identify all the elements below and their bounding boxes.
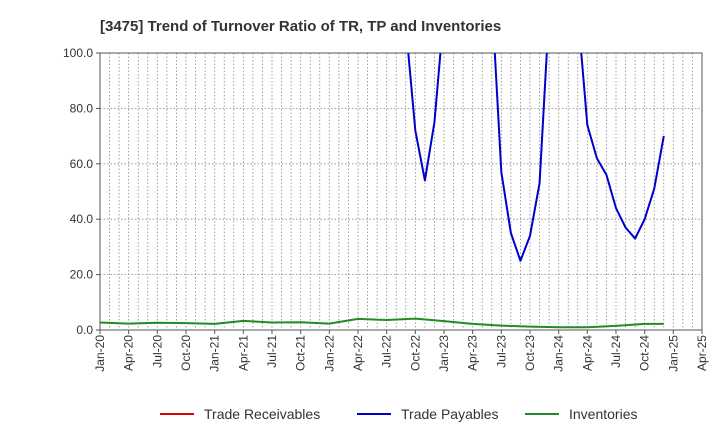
- x-tick-label: Jul-22: [380, 335, 394, 368]
- x-tick-label: Apr-21: [236, 335, 250, 371]
- legend-label: Trade Receivables: [204, 406, 320, 422]
- y-tick-label: 100.0: [63, 46, 93, 60]
- x-tick-label: Jan-25: [666, 335, 680, 372]
- plot-frame: [99, 52, 703, 331]
- y-tick-label: 60.0: [70, 157, 94, 171]
- y-tick-label: 0.0: [76, 323, 93, 337]
- legend-label: Inventories: [569, 406, 637, 422]
- legend-item-inventories: Inventories: [525, 406, 637, 422]
- x-tick-label: Oct-21: [294, 335, 308, 371]
- x-tick-label: Oct-24: [638, 335, 652, 371]
- x-tick-label: Apr-22: [351, 335, 365, 371]
- x-tick-label: Jan-20: [93, 335, 107, 372]
- x-tick-label: Jul-24: [609, 335, 623, 368]
- y-tick-label: 40.0: [70, 212, 94, 226]
- series-line-trade-payables: [407, 53, 665, 262]
- x-tick-label: Jul-21: [265, 335, 279, 368]
- x-tick-label: Jan-24: [552, 335, 566, 372]
- x-tick-label: Jan-22: [322, 335, 336, 372]
- x-tick-label: Jul-23: [494, 335, 508, 368]
- grid-layer: [100, 53, 702, 330]
- x-tick-label: Oct-20: [179, 335, 193, 371]
- axis-layer: 0.0 20.0 40.0 60.0 80.0 100.0 Jan-20 Apr-20 Jul-…: [63, 46, 709, 372]
- legend-item-trade-receivables: Trade Receivables: [160, 406, 320, 422]
- y-tick-label: 80.0: [70, 101, 94, 115]
- x-tick-label: Apr-25: [695, 335, 709, 371]
- x-tick-label: Jan-23: [437, 335, 451, 372]
- x-tick-label: Oct-22: [408, 335, 422, 371]
- y-tick-label: 20.0: [70, 268, 94, 282]
- x-tick-label: Apr-24: [580, 335, 594, 371]
- x-tick-label: Apr-20: [122, 335, 136, 371]
- series-line-inventories: [100, 317, 664, 329]
- x-tick-label: Jul-20: [150, 335, 164, 368]
- series-layer: [100, 53, 665, 329]
- legend-item-trade-payables: Trade Payables: [357, 406, 499, 422]
- x-tick-label: Apr-23: [466, 335, 480, 371]
- x-tick-label: Jan-21: [208, 335, 222, 372]
- x-tick-label: Oct-23: [523, 335, 537, 371]
- legend-label: Trade Payables: [401, 406, 499, 422]
- legend: Trade Receivables Trade Payables Inventori…: [160, 406, 637, 422]
- chart-title: [3475] Trend of Turnover Ratio of TR, TP…: [100, 18, 501, 35]
